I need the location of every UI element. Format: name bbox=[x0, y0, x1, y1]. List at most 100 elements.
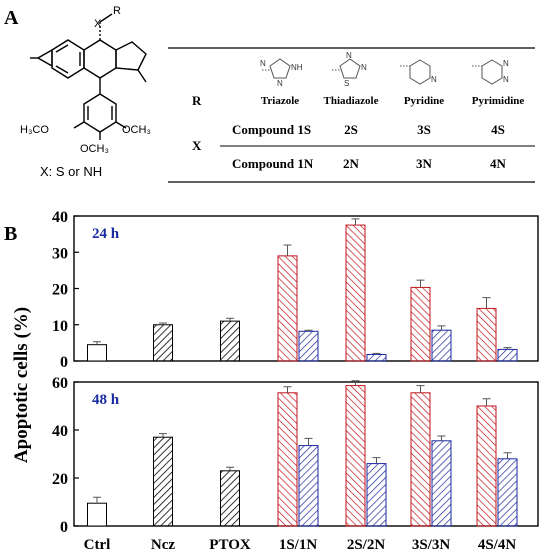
error-bar-24h-PTOX-s0 bbox=[226, 317, 234, 322]
error-bar-48h-Ctrl-s0 bbox=[93, 496, 101, 504]
error-bar-48h-Ncz-s0 bbox=[159, 433, 167, 438]
thiadiazole-atom-2: N bbox=[346, 51, 352, 60]
error-bar-48h-1S-1N-s1 bbox=[283, 386, 292, 393]
x-tick-label-2S-2N: 2S/2N bbox=[347, 537, 386, 553]
error-bar-48h-2S-2N-s1 bbox=[351, 380, 360, 386]
methoxy-left-label: H₃CO bbox=[20, 124, 49, 136]
bar-24h-3S-3N-s2 bbox=[431, 329, 452, 362]
cell-3n: 3N bbox=[416, 156, 433, 171]
error-bar-48h-2S-2N-s2 bbox=[372, 457, 381, 464]
pyrimidine-atom-1: N bbox=[503, 59, 509, 68]
x-axis-category-labels: Ctrl Ncz PTOX 1S/1N 2S/2N 3S/3N 4S/4N bbox=[84, 537, 517, 553]
bar-48h-3S-3N-s1 bbox=[410, 392, 431, 527]
time-annotation-48h: 48 h bbox=[92, 392, 120, 408]
thiadiazole-atom-3: N bbox=[361, 63, 367, 72]
bar-24h-1S-1N-s1 bbox=[277, 255, 298, 362]
substituent-x-label: X bbox=[94, 18, 102, 30]
methoxy-right-label: OCH₃ bbox=[122, 124, 151, 136]
triazole-atom-1: N bbox=[260, 59, 266, 68]
cell-3s: 3S bbox=[417, 122, 431, 137]
y-tick-label-24h-20: 20 bbox=[52, 282, 68, 299]
error-bar-48h-1S-1N-s2 bbox=[304, 437, 313, 446]
bar-48h-4S-4N-s1 bbox=[476, 405, 497, 527]
error-bar-24h-1S-1N-s1 bbox=[283, 244, 292, 256]
x-tick-label-Ctrl: Ctrl bbox=[84, 537, 111, 553]
triazole-atom-3: N bbox=[277, 79, 283, 88]
bar-48h-4S-4N-s2 bbox=[497, 458, 518, 527]
pyridine-ring-icon bbox=[400, 59, 431, 85]
y-tick-label-24h-0: 0 bbox=[60, 354, 68, 371]
y-tick-label-48h-60: 60 bbox=[52, 375, 68, 392]
bar-24h-3S-3N-s1 bbox=[410, 286, 431, 362]
thiadiazole-ring-icon bbox=[332, 58, 361, 79]
row-label-x: X bbox=[192, 138, 202, 153]
x-tick-label-1S-1N: 1S/1N bbox=[279, 537, 318, 553]
y-tick-label-24h-10: 10 bbox=[52, 318, 68, 335]
x-tick-label-PTOX: PTOX bbox=[209, 537, 251, 553]
cell-4s: 4S bbox=[491, 122, 505, 137]
panel-a-label: A bbox=[4, 7, 19, 29]
pyrimidine-atom-2: N bbox=[503, 75, 509, 84]
y-tick-label-48h-0: 0 bbox=[60, 519, 68, 536]
thiadiazole-atom-1: S bbox=[344, 79, 349, 88]
header-triazole: Triazole bbox=[261, 95, 299, 107]
podophyllotoxin-structure bbox=[30, 13, 147, 140]
bar-48h-2S-2N-s1 bbox=[345, 385, 366, 527]
error-bar-48h-PTOX-s0 bbox=[226, 466, 234, 471]
methoxy-bottom-label: OCH₃ bbox=[80, 143, 109, 155]
error-bar-24h-Ctrl-s0 bbox=[93, 341, 101, 345]
bar-48h-1S-1N-s2 bbox=[298, 445, 319, 527]
substituent-table: R X N NH N S N N N N N Triazole Thiadiaz… bbox=[168, 47, 535, 183]
bar-48h-1S-1N-s1 bbox=[277, 392, 298, 527]
bar-24h-2S-2N-s1 bbox=[345, 224, 366, 362]
bar-48h-Ctrl-s0 bbox=[87, 502, 107, 527]
error-bar-48h-4S-4N-s1 bbox=[482, 398, 491, 406]
error-bar-48h-3S-3N-s2 bbox=[437, 435, 446, 441]
pyrimidine-ring-icon bbox=[472, 59, 503, 85]
bar-24h-Ncz-s0 bbox=[153, 324, 173, 362]
bar-24h-4S-4N-s1 bbox=[476, 307, 497, 362]
error-bar-24h-Ncz-s0 bbox=[159, 322, 167, 325]
pyridine-atom-1: N bbox=[431, 75, 437, 84]
error-bar-24h-3S-3N-s1 bbox=[416, 279, 425, 288]
x-tick-label-4S-4N: 4S/4N bbox=[478, 537, 517, 553]
triazole-ring-icon bbox=[262, 58, 291, 79]
y-tick-label-48h-20: 20 bbox=[52, 471, 68, 488]
cell-4n: 4N bbox=[490, 156, 507, 171]
cell-2n: 2N bbox=[343, 156, 360, 171]
x-tick-label-Ncz: Ncz bbox=[151, 537, 175, 553]
bar-24h-4S-4N-s2 bbox=[497, 348, 518, 362]
bar-24h-PTOX-s0 bbox=[220, 320, 240, 362]
triazole-atom-2: NH bbox=[291, 63, 303, 72]
y-axis-label: Apoptotic cells (%) bbox=[11, 307, 32, 463]
error-bar-24h-3S-3N-s2 bbox=[437, 325, 446, 331]
bar-24h-2S-2N-s2 bbox=[366, 353, 387, 362]
error-bar-24h-1S-1N-s2 bbox=[304, 329, 313, 332]
bar-24h-Ctrl-s0 bbox=[87, 344, 107, 362]
error-bar-24h-2S-2N-s1 bbox=[351, 218, 360, 226]
error-bar-24h-2S-2N-s2 bbox=[372, 352, 381, 355]
y-tick-label-24h-40: 40 bbox=[52, 209, 68, 226]
bar-48h-3S-3N-s2 bbox=[431, 440, 452, 527]
structure-caption: X: S or NH bbox=[40, 164, 102, 179]
error-bar-48h-3S-3N-s1 bbox=[416, 385, 425, 393]
bar-48h-PTOX-s0 bbox=[220, 470, 240, 527]
bar-48h-Ncz-s0 bbox=[153, 436, 173, 527]
error-bar-24h-4S-4N-s1 bbox=[482, 297, 491, 309]
header-pyrimidine: Pyrimidine bbox=[472, 95, 525, 107]
row-compound-1n-label: Compound 1N bbox=[232, 156, 314, 171]
y-tick-label-48h-40: 40 bbox=[52, 423, 68, 440]
chart-24h: 0 10 20 30 40 24 h bbox=[52, 209, 539, 371]
row-label-r: R bbox=[192, 93, 202, 108]
chart-48h: 0 20 40 60 48 h bbox=[52, 375, 539, 536]
x-tick-label-3S-3N: 3S/3N bbox=[412, 537, 451, 553]
error-bar-48h-4S-4N-s2 bbox=[503, 452, 512, 459]
bar-24h-1S-1N-s2 bbox=[298, 330, 319, 362]
cell-2s: 2S bbox=[344, 122, 358, 137]
row-compound-1s-label: Compound 1S bbox=[232, 122, 311, 137]
header-thiadiazole: Thiadiazole bbox=[323, 95, 378, 107]
error-bar-24h-4S-4N-s2 bbox=[503, 347, 512, 350]
bar-48h-2S-2N-s2 bbox=[366, 463, 387, 527]
substituent-r-label: R bbox=[113, 5, 121, 17]
panel-b-label: B bbox=[4, 223, 17, 245]
